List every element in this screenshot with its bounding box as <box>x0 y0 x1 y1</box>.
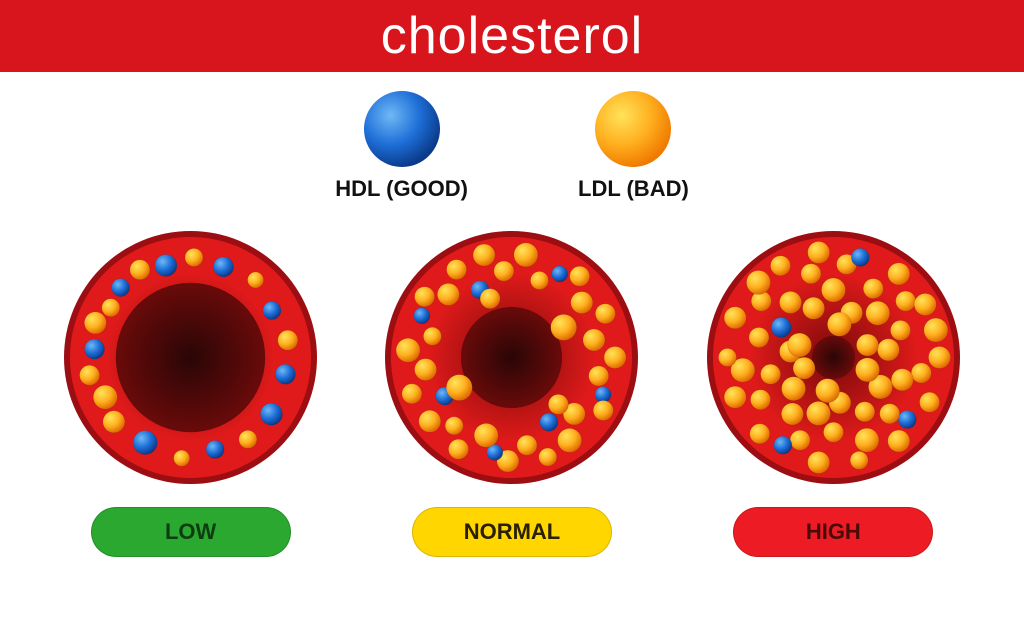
vessel-col-normal: NORMAL <box>384 230 639 557</box>
vessel-high <box>706 230 961 485</box>
status-pill-label: HIGH <box>806 519 861 545</box>
status-pill-high: HIGH <box>733 507 933 557</box>
legend-label-hdl: HDL (GOOD) <box>335 176 468 202</box>
vessel-col-low: LOW <box>63 230 318 557</box>
legend-item-ldl: LDL (BAD) <box>578 90 689 202</box>
legend-row: HDL (GOOD) LDL (BAD) <box>0 90 1024 202</box>
ldl-sphere-icon <box>594 90 672 168</box>
status-pill-label: NORMAL <box>464 519 561 545</box>
vessel-normal <box>384 230 639 485</box>
status-pill-label: LOW <box>165 519 216 545</box>
header-title: cholesterol <box>381 7 643 65</box>
vessel-low <box>63 230 318 485</box>
hdl-sphere-icon <box>363 90 441 168</box>
status-pill-low: LOW <box>91 507 291 557</box>
legend-label-ldl: LDL (BAD) <box>578 176 689 202</box>
legend-item-hdl: HDL (GOOD) <box>335 90 468 202</box>
status-pill-normal: NORMAL <box>412 507 612 557</box>
header-banner: cholesterol <box>0 0 1024 72</box>
vessel-col-high: HIGH <box>706 230 961 557</box>
vessels-row: LOW NORMAL HIGH <box>0 230 1024 557</box>
